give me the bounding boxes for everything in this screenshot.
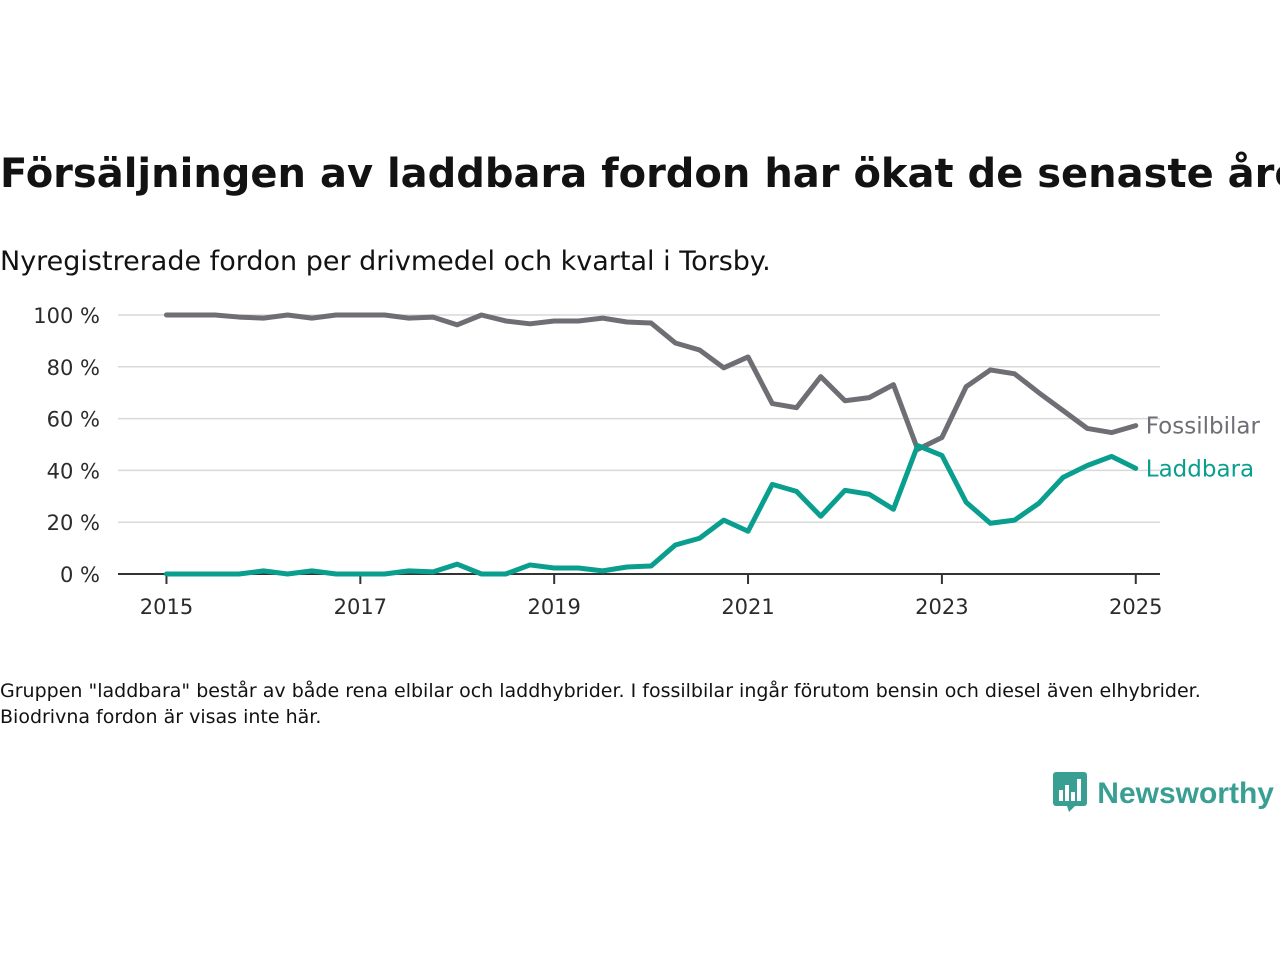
y-tick-label: 80 % (47, 356, 100, 380)
gridlines (118, 314, 1160, 523)
x-tick-label: 2023 (915, 595, 968, 619)
y-tick-label: 100 % (33, 304, 100, 328)
series-label-laddbara: Laddbara (1146, 456, 1254, 482)
series-line-laddbara (163, 443, 1139, 577)
line-chart: 0 % 20 % 40 % 60 % 80 % 100 % 2015 2017 2019 202… (33, 304, 1261, 619)
y-tick-label: 40 % (47, 459, 100, 483)
series-line-fossilbilar (163, 312, 1139, 452)
x-axis: 2015 2017 2019 2021 2023 2025 (118, 573, 1162, 619)
x-tick-label: 2019 (527, 595, 580, 619)
footnote: Gruppen "laddbara" består av både rena e… (0, 680, 1201, 728)
series-label-fossilbilar: Fossilbilar (1146, 414, 1261, 440)
bar-chart-speech-bubble-icon (1053, 772, 1088, 816)
brand-name: Newsworthy (1097, 777, 1274, 810)
y-axis: 0 % 20 % 40 % 60 % 80 % 100 % (33, 304, 100, 587)
series-labels: Fossilbilar Laddbara (1146, 414, 1261, 483)
brand-logo[interactable]: Newsworthy (1053, 772, 1274, 816)
series-lines (163, 312, 1139, 577)
x-tick-label: 2015 (140, 595, 193, 619)
y-tick-label: 20 % (47, 511, 100, 535)
x-tick-label: 2017 (334, 595, 387, 619)
x-tick-label: 2025 (1109, 595, 1162, 619)
x-tick-label: 2021 (721, 595, 774, 619)
chart-title: Försäljningen av laddbara fordon har öka… (0, 151, 1280, 197)
y-tick-label: 0 % (60, 563, 100, 587)
chart-subtitle: Nyregistrerade fordon per drivmedel och … (0, 246, 771, 277)
y-tick-label: 60 % (47, 408, 100, 432)
